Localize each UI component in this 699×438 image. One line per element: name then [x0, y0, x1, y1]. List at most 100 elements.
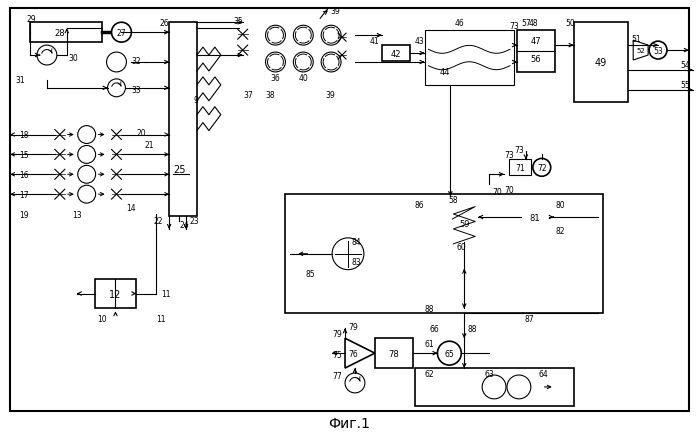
- Text: 50: 50: [565, 19, 575, 28]
- Text: 18: 18: [19, 131, 29, 140]
- Text: 46: 46: [454, 19, 464, 28]
- Text: 15: 15: [19, 151, 29, 159]
- Text: 73: 73: [514, 145, 524, 155]
- Text: 55: 55: [680, 81, 690, 90]
- Text: 70: 70: [492, 187, 502, 196]
- Circle shape: [321, 26, 341, 46]
- Text: 75: 75: [332, 350, 342, 359]
- Text: 73: 73: [504, 151, 514, 159]
- Bar: [382, 46, 410, 62]
- Text: 25: 25: [173, 165, 185, 175]
- Text: 59: 59: [459, 220, 470, 229]
- Text: 88: 88: [425, 304, 434, 313]
- Circle shape: [78, 166, 96, 184]
- Bar: [450, 198, 478, 242]
- Text: 47: 47: [531, 36, 541, 46]
- Polygon shape: [345, 339, 375, 368]
- Circle shape: [266, 26, 285, 46]
- Text: 78: 78: [389, 349, 399, 358]
- Text: 56: 56: [531, 54, 541, 64]
- Text: 49: 49: [594, 58, 607, 68]
- Text: 35: 35: [234, 17, 243, 26]
- Circle shape: [112, 23, 131, 43]
- Bar: [574, 23, 628, 102]
- Text: 33: 33: [131, 86, 141, 95]
- Text: 57: 57: [521, 19, 531, 28]
- Text: 81: 81: [530, 213, 540, 222]
- Bar: [424, 31, 514, 86]
- Text: 65: 65: [445, 349, 454, 358]
- Circle shape: [78, 186, 96, 204]
- Text: 73: 73: [509, 22, 519, 31]
- Circle shape: [332, 238, 364, 270]
- Bar: [375, 339, 412, 368]
- Text: 41: 41: [370, 36, 380, 46]
- Text: 14: 14: [127, 203, 136, 212]
- Text: 9: 9: [194, 96, 199, 105]
- Bar: [169, 23, 197, 216]
- Circle shape: [649, 42, 667, 60]
- Circle shape: [321, 53, 341, 73]
- Text: 48: 48: [529, 19, 539, 28]
- Circle shape: [345, 373, 365, 393]
- Text: 53: 53: [653, 46, 663, 56]
- Text: 54: 54: [680, 61, 690, 71]
- Bar: [415, 368, 574, 406]
- Text: 71: 71: [515, 163, 525, 173]
- Text: 83: 83: [352, 258, 361, 267]
- Text: 27: 27: [117, 28, 127, 38]
- Text: 64: 64: [539, 369, 549, 378]
- Text: 32: 32: [131, 57, 141, 65]
- Circle shape: [482, 375, 506, 399]
- Bar: [30, 23, 101, 43]
- Circle shape: [108, 80, 125, 98]
- Text: 76: 76: [348, 349, 358, 358]
- Text: 16: 16: [19, 170, 29, 180]
- Text: 84: 84: [352, 238, 361, 247]
- Circle shape: [78, 126, 96, 144]
- Text: 52: 52: [637, 48, 645, 54]
- Text: 11: 11: [157, 314, 166, 323]
- Text: 29: 29: [26, 15, 36, 24]
- Text: 26: 26: [159, 19, 169, 28]
- Text: 22: 22: [154, 217, 163, 226]
- Circle shape: [507, 375, 531, 399]
- Text: 88: 88: [467, 324, 477, 333]
- Circle shape: [294, 26, 313, 46]
- Text: 23: 23: [189, 217, 199, 226]
- Text: 17: 17: [19, 190, 29, 199]
- Text: 63: 63: [484, 369, 494, 378]
- Text: 11: 11: [161, 290, 171, 298]
- Text: 20: 20: [136, 129, 146, 138]
- Bar: [521, 209, 549, 226]
- Polygon shape: [633, 41, 648, 61]
- Text: 37: 37: [244, 91, 254, 100]
- Bar: [94, 279, 136, 309]
- Text: 43: 43: [415, 36, 424, 46]
- Circle shape: [106, 53, 127, 73]
- Text: 28: 28: [55, 28, 65, 38]
- Text: 38: 38: [266, 91, 275, 100]
- Text: 58: 58: [449, 195, 458, 204]
- Text: 85: 85: [305, 269, 315, 279]
- Text: 39: 39: [325, 91, 335, 100]
- Text: 80: 80: [556, 200, 565, 209]
- Circle shape: [78, 146, 96, 164]
- Text: 12: 12: [109, 289, 122, 299]
- Text: 42: 42: [391, 49, 401, 58]
- Text: 82: 82: [556, 227, 565, 236]
- Bar: [517, 31, 555, 73]
- Text: 39: 39: [330, 7, 340, 16]
- Text: 30: 30: [69, 53, 78, 62]
- Circle shape: [37, 46, 57, 66]
- Text: 72: 72: [537, 163, 547, 173]
- Text: 87: 87: [524, 314, 533, 323]
- Circle shape: [438, 342, 461, 365]
- Circle shape: [533, 159, 551, 177]
- Text: 40: 40: [298, 74, 308, 83]
- Bar: [509, 160, 531, 176]
- Text: 44: 44: [439, 68, 449, 77]
- Text: 79: 79: [348, 322, 358, 331]
- Text: 19: 19: [19, 210, 29, 219]
- Text: 51: 51: [631, 35, 641, 43]
